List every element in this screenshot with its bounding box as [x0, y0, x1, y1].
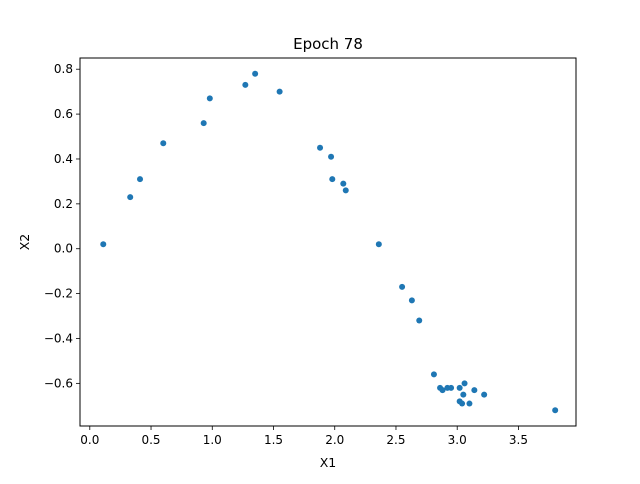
data-point [461, 380, 468, 387]
chart-title: Epoch 78 [293, 35, 363, 53]
y-tick-label: 0.6 [54, 107, 73, 121]
points-layer [100, 70, 559, 414]
data-point [430, 371, 437, 378]
x-axis: 0.0 0.5 1.0 1.5 2.0 2.5 3.0 3.5 [80, 426, 528, 447]
data-point [466, 400, 473, 407]
x-tick-label: 1.0 [203, 433, 222, 447]
x-tick-label: 1.5 [264, 433, 283, 447]
data-point [200, 120, 207, 127]
data-point [481, 391, 488, 398]
data-point [439, 387, 446, 394]
y-tick-label: −0.4 [44, 331, 73, 345]
y-tick-label: 0.4 [54, 152, 73, 166]
data-point [375, 241, 382, 248]
plot-frame [79, 57, 577, 427]
x-tick-label: 0.0 [80, 433, 99, 447]
data-point [252, 70, 259, 77]
data-point [408, 297, 415, 304]
data-point [137, 176, 144, 183]
x-tick-label: 0.5 [141, 433, 160, 447]
data-point [471, 387, 478, 394]
data-point [160, 140, 167, 147]
y-axis: −0.6 −0.4 −0.2 0.0 0.2 0.4 0.6 0.8 [44, 62, 80, 390]
x-axis-label: X1 [320, 455, 337, 470]
data-point [552, 407, 559, 414]
data-point [459, 400, 466, 407]
x-tick-label: 2.5 [386, 433, 405, 447]
x-tick-label: 3.0 [448, 433, 467, 447]
data-point [399, 283, 406, 290]
data-point [206, 95, 213, 102]
data-point [328, 153, 335, 160]
data-point [127, 194, 134, 201]
data-point [242, 81, 249, 88]
x-tick-label: 2.0 [325, 433, 344, 447]
y-axis-label: X2 [17, 234, 32, 251]
data-point [317, 144, 324, 151]
data-point [456, 384, 463, 391]
data-point [340, 180, 347, 187]
y-tick-label: 0.2 [54, 197, 73, 211]
data-point [329, 176, 336, 183]
data-point [416, 317, 423, 324]
data-point [276, 88, 283, 95]
y-tick-label: −0.2 [44, 287, 73, 301]
data-point [342, 187, 349, 194]
data-point [460, 391, 467, 398]
data-point [448, 384, 455, 391]
y-tick-label: 0.8 [54, 62, 73, 76]
y-tick-label: 0.0 [54, 242, 73, 256]
x-tick-label: 3.5 [509, 433, 528, 447]
y-tick-label: −0.6 [44, 376, 73, 390]
data-point [100, 241, 107, 248]
